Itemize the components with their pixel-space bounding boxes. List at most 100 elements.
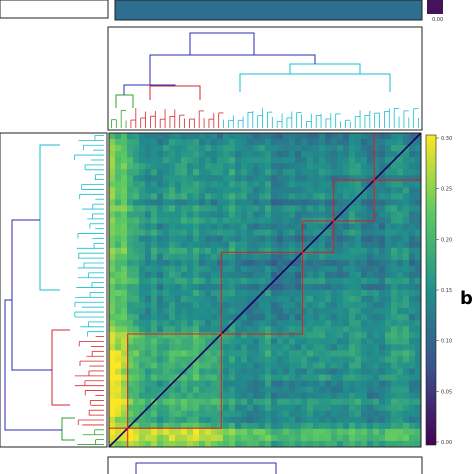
heatmap-cell — [217, 211, 224, 218]
heatmap-cell — [361, 410, 368, 418]
heatmap-cell — [319, 205, 326, 212]
heatmap-cell — [295, 283, 302, 291]
heatmap-cell — [169, 157, 176, 164]
heatmap-cell — [385, 181, 392, 188]
heatmap-cell — [133, 175, 140, 182]
heatmap-cell — [373, 283, 380, 291]
heatmap-cell — [145, 410, 152, 418]
heatmap-cell — [145, 277, 152, 285]
heatmap-cell — [193, 398, 200, 406]
heatmap-cell — [403, 314, 410, 321]
heatmap-cell — [133, 253, 140, 261]
heatmap-cell — [187, 265, 194, 273]
heatmap-cell — [115, 175, 122, 182]
heatmap-cell — [343, 338, 350, 345]
heatmap-cell — [409, 283, 416, 291]
heatmap-cell — [409, 223, 416, 230]
heatmap-cell — [277, 145, 284, 152]
heatmap-cell — [271, 223, 278, 230]
heatmap-cell — [145, 193, 152, 200]
cluster-box — [220, 251, 303, 335]
heatmap-cell — [361, 362, 368, 369]
heatmap-cell — [403, 229, 410, 236]
heatmap-cell — [325, 320, 332, 327]
heatmap-cell — [145, 283, 152, 291]
heatmap-cell — [379, 314, 386, 321]
heatmap-cell — [349, 163, 356, 170]
heatmap-cell — [307, 235, 314, 242]
heatmap-cell — [349, 290, 356, 297]
heatmap-cell — [259, 265, 266, 273]
heatmap-cell — [355, 380, 362, 387]
heatmap-cell — [349, 362, 356, 369]
heatmap-cell — [139, 217, 146, 224]
heatmap-cell — [355, 157, 362, 164]
heatmap-cell — [391, 428, 398, 436]
heatmap-cell — [169, 139, 176, 146]
heatmap-cell — [313, 271, 320, 279]
heatmap-cell — [109, 283, 116, 291]
heatmap-cell — [199, 302, 206, 309]
heatmap-cell — [229, 283, 236, 291]
heatmap-cell — [133, 398, 140, 406]
heatmap-cell — [127, 296, 134, 303]
heatmap-cell — [259, 253, 266, 261]
heatmap-cell — [241, 199, 248, 206]
heatmap-cell — [205, 428, 212, 436]
heatmap-cell — [151, 283, 158, 291]
heatmap-cell — [109, 229, 116, 236]
heatmap-cell — [187, 428, 194, 436]
heatmap-cell — [289, 157, 296, 164]
heatmap-cell — [133, 350, 140, 357]
heatmap-cell — [235, 290, 242, 297]
heatmap-cell — [295, 332, 302, 339]
heatmap-cell — [367, 296, 374, 303]
heatmap-cell — [331, 380, 338, 387]
heatmap-cell — [415, 139, 422, 146]
heatmap-cell — [169, 271, 176, 279]
heatmap-cell — [277, 350, 284, 357]
heatmap-cell — [229, 247, 236, 255]
heatmap-cell — [229, 440, 236, 448]
heatmap-cell — [283, 139, 290, 146]
heatmap-cell — [373, 368, 380, 375]
heatmap-cell — [397, 265, 404, 273]
heatmap-cell — [319, 398, 326, 406]
heatmap-cell — [253, 145, 260, 152]
heatmap-cell — [157, 175, 164, 182]
heatmap-cell — [319, 320, 326, 327]
heatmap-cell — [265, 157, 272, 164]
heatmap-cell — [283, 416, 290, 424]
heatmap-cell — [169, 308, 176, 315]
cluster-box — [301, 220, 335, 253]
heatmap-cell — [181, 283, 188, 291]
heatmap-cell — [217, 241, 224, 249]
heatmap-cell — [235, 320, 242, 327]
heatmap-cell — [127, 229, 134, 236]
heatmap-cell — [403, 163, 410, 170]
heatmap-cell — [325, 344, 332, 351]
heatmap-cell — [121, 314, 128, 321]
heatmap-cell — [349, 151, 356, 158]
heatmap-cell — [133, 169, 140, 176]
heatmap-cell — [301, 350, 308, 357]
heatmap-cell — [343, 247, 350, 255]
heatmap-cell — [385, 217, 392, 224]
heatmap-cell — [373, 332, 380, 339]
heatmap-cell — [277, 199, 284, 206]
column-dendrogram — [107, 26, 423, 131]
heatmap-cell — [319, 283, 326, 291]
heatmap-cell — [343, 169, 350, 176]
heatmap-cell — [331, 211, 338, 218]
heatmap-cell — [259, 187, 266, 194]
heatmap-cell — [247, 320, 254, 327]
heatmap-cell — [373, 434, 380, 442]
heatmap-cell — [343, 350, 350, 357]
heatmap-cell — [319, 277, 326, 285]
heatmap-cell — [409, 404, 416, 412]
heatmap-cell — [283, 320, 290, 327]
heatmap-cell — [175, 428, 182, 436]
heatmap-cell — [373, 404, 380, 412]
heatmap-cell — [253, 235, 260, 242]
heatmap-cell — [229, 338, 236, 345]
